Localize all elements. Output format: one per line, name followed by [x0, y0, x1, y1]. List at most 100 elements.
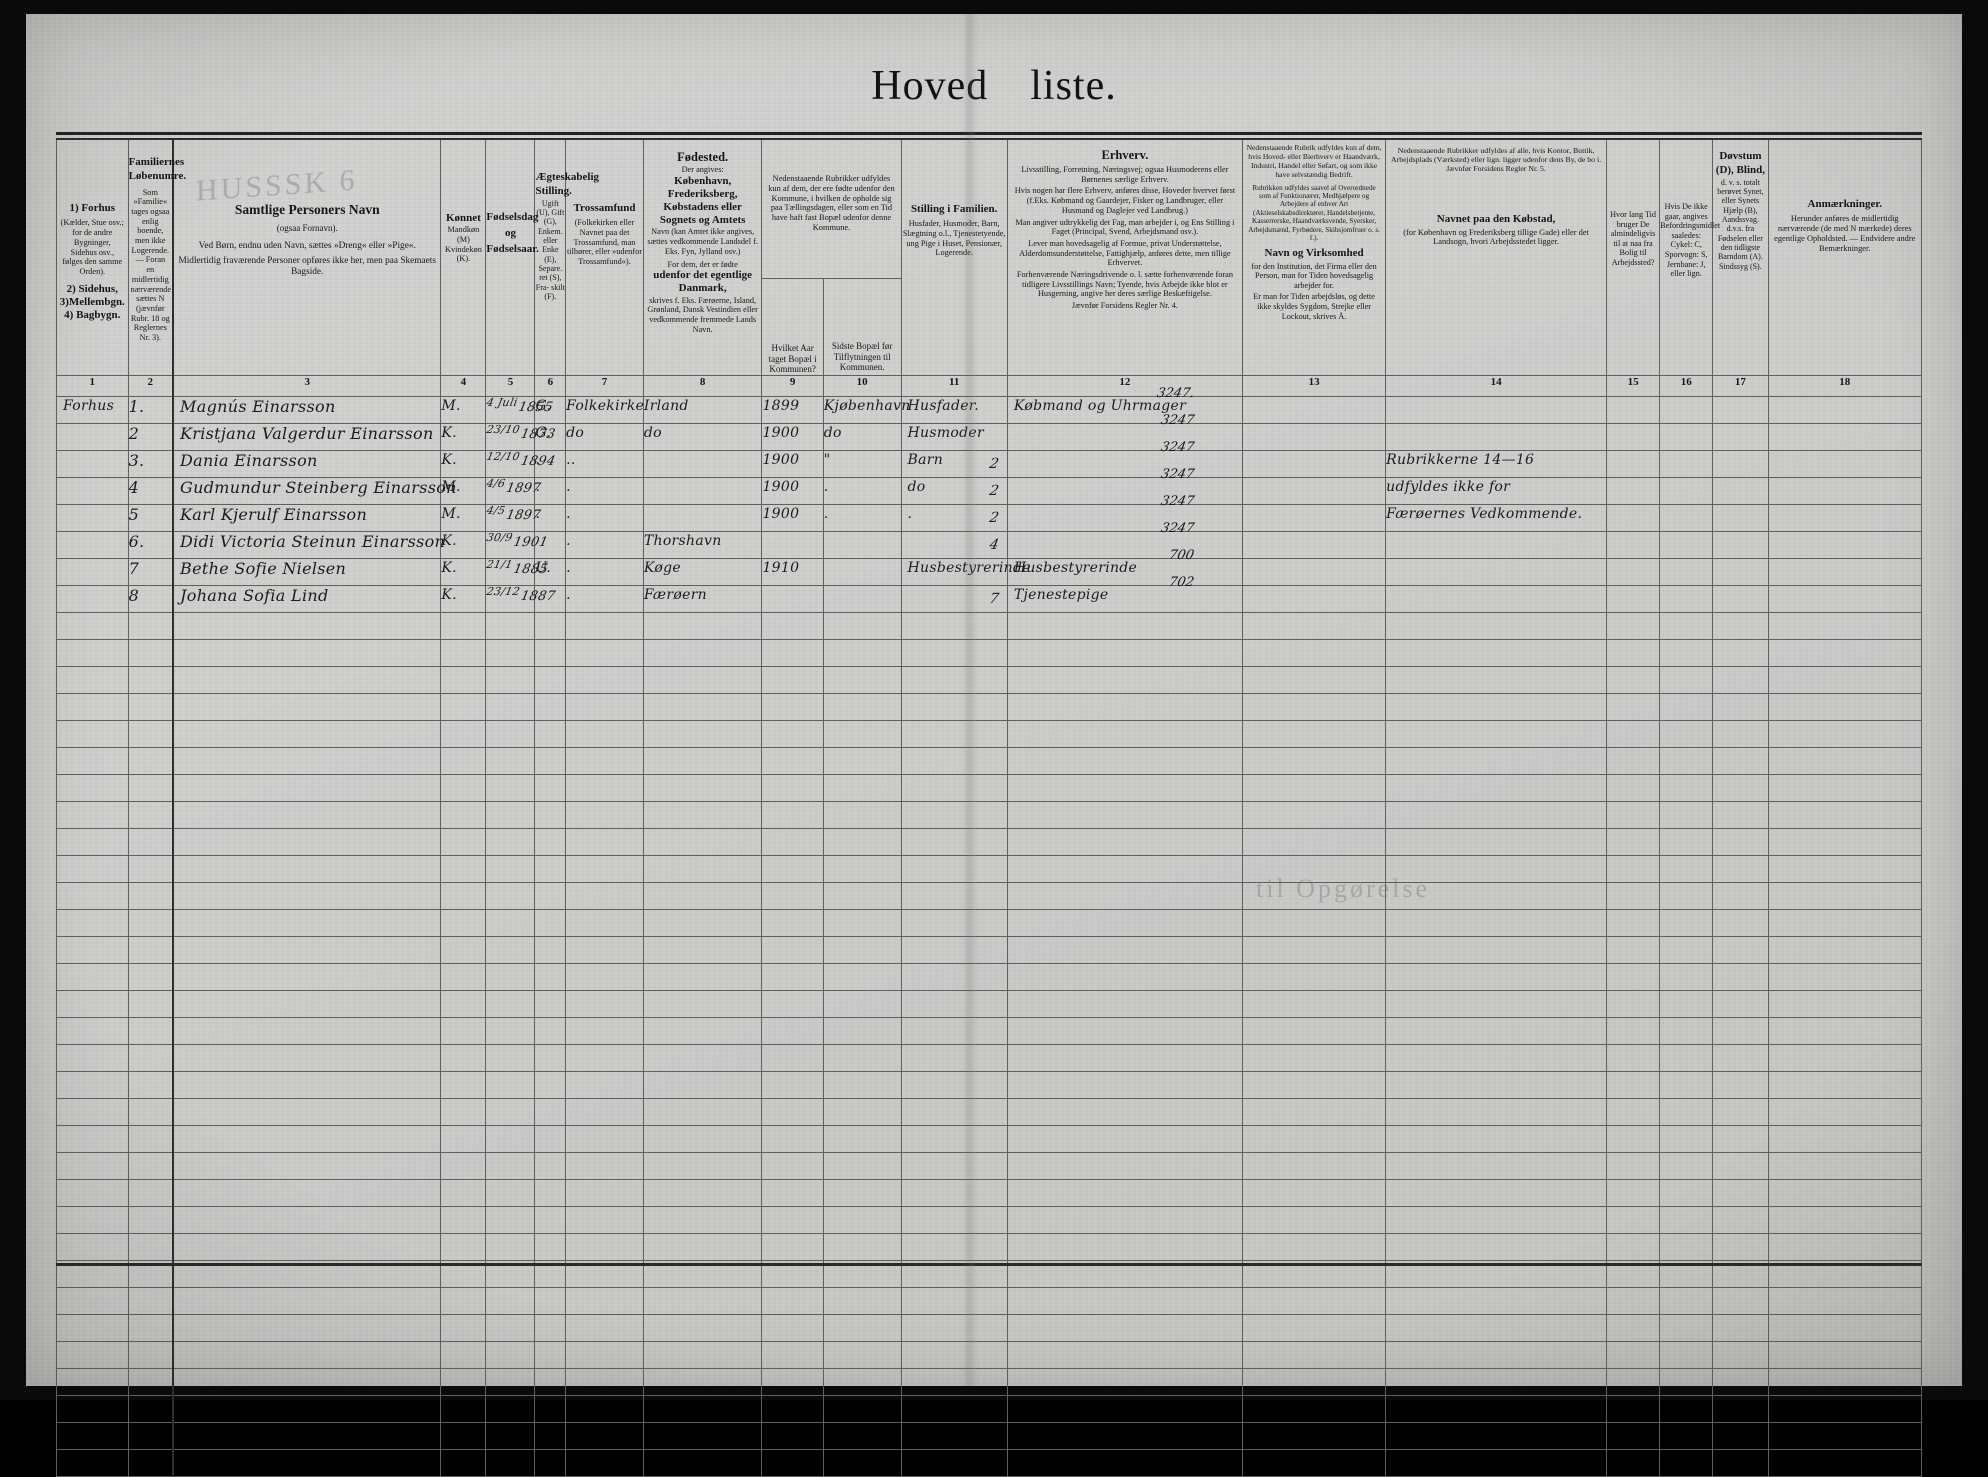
cell-empty[interactable]: [1659, 1097, 1714, 1126]
cell-empty[interactable]: [565, 800, 644, 829]
cell-empty[interactable]: [56, 1151, 129, 1180]
cell-workplace[interactable]: Færøernes Vedkommende.: [1385, 503, 1607, 532]
cell-empty[interactable]: [1659, 746, 1714, 775]
cell-empty[interactable]: [1659, 719, 1714, 748]
cell-last-residence[interactable]: .: [822, 476, 902, 505]
cell-employer[interactable]: [1241, 476, 1387, 505]
cell-forhus[interactable]: [56, 422, 129, 451]
cell-empty[interactable]: [1605, 1340, 1661, 1369]
cell-empty[interactable]: [172, 1043, 442, 1072]
cell-empty[interactable]: [1767, 854, 1922, 883]
cell-empty[interactable]: [534, 989, 567, 1018]
cell-commute-time[interactable]: [1605, 476, 1661, 505]
cell-empty[interactable]: [534, 1070, 567, 1099]
cell-empty[interactable]: [761, 1124, 824, 1153]
cell-empty[interactable]: [642, 719, 763, 748]
cell-last-residence[interactable]: [822, 530, 902, 559]
cell-empty[interactable]: [1241, 1097, 1387, 1126]
cell-empty[interactable]: [1605, 1205, 1661, 1234]
cell-empty[interactable]: [440, 1151, 487, 1180]
cell-empty[interactable]: [1241, 1232, 1387, 1261]
cell-empty[interactable]: [56, 638, 129, 667]
cell-empty[interactable]: [642, 1367, 763, 1396]
cell-birth-date[interactable]: 23/101873: [485, 422, 557, 451]
cell-empty[interactable]: [485, 638, 536, 667]
table-row-empty[interactable]: [56, 1313, 1922, 1342]
cell-empty[interactable]: [56, 962, 129, 991]
table-row-empty[interactable]: [56, 1448, 1922, 1477]
cell-empty[interactable]: [822, 989, 902, 1018]
cell-empty[interactable]: [1385, 854, 1607, 883]
cell-empty[interactable]: [1385, 800, 1607, 829]
cell-transport-mode[interactable]: [1659, 422, 1714, 451]
cell-empty[interactable]: [1241, 611, 1387, 640]
cell-empty[interactable]: [1385, 665, 1607, 694]
cell-empty[interactable]: [761, 1097, 824, 1126]
cell-empty[interactable]: [1712, 1313, 1769, 1342]
cell-remarks[interactable]: [1767, 395, 1922, 424]
cell-workplace[interactable]: Rubrikkerne 14—16: [1385, 449, 1607, 478]
cell-empty[interactable]: [1241, 746, 1387, 775]
cell-family-position[interactable]: Husbestyrerinde: [900, 557, 1031, 586]
cell-faith[interactable]: .: [565, 476, 644, 505]
table-row-empty[interactable]: [56, 611, 1922, 640]
cell-family-position[interactable]: do 2: [900, 476, 1008, 505]
table-row-empty[interactable]: [56, 1178, 1922, 1207]
cell-empty[interactable]: [440, 881, 487, 910]
cell-empty[interactable]: [900, 1340, 1008, 1369]
cell-empty[interactable]: [1659, 665, 1714, 694]
cell-empty[interactable]: [534, 800, 567, 829]
cell-empty[interactable]: [56, 1313, 129, 1342]
cell-disability[interactable]: [1712, 476, 1769, 505]
cell-empty[interactable]: [1605, 1043, 1661, 1072]
cell-empty[interactable]: [56, 746, 129, 775]
cell-empty[interactable]: [822, 827, 902, 856]
cell-forhus[interactable]: Forhus: [56, 395, 129, 424]
cell-empty[interactable]: [761, 1421, 824, 1450]
cell-empty[interactable]: [1659, 773, 1714, 802]
cell-remarks[interactable]: [1767, 449, 1922, 478]
cell-empty[interactable]: [642, 1151, 763, 1180]
cell-empty[interactable]: [1605, 1124, 1661, 1153]
cell-empty[interactable]: [565, 1151, 644, 1180]
cell-empty[interactable]: [534, 1097, 567, 1126]
cell-empty[interactable]: [1605, 1367, 1661, 1396]
cell-person-name[interactable]: Dania Einarsson: [172, 449, 442, 478]
cell-empty[interactable]: [642, 1070, 763, 1099]
cell-empty[interactable]: [1605, 611, 1661, 640]
cell-empty[interactable]: [565, 746, 644, 775]
cell-empty[interactable]: [1241, 773, 1387, 802]
cell-empty[interactable]: [172, 1016, 442, 1045]
cell-empty[interactable]: [172, 1313, 442, 1342]
cell-remarks[interactable]: [1767, 530, 1922, 559]
cell-empty[interactable]: [1659, 962, 1714, 991]
cell-forhus[interactable]: [56, 530, 129, 559]
cell-forhus[interactable]: [56, 476, 129, 505]
cell-empty[interactable]: [1605, 692, 1661, 721]
cell-empty[interactable]: [1767, 1286, 1922, 1315]
cell-empty[interactable]: [642, 1286, 763, 1315]
cell-empty[interactable]: [1385, 1286, 1607, 1315]
cell-empty[interactable]: [1006, 1421, 1244, 1450]
cell-faith[interactable]: .: [565, 584, 644, 613]
cell-empty[interactable]: [1767, 1232, 1922, 1261]
cell-commute-time[interactable]: [1605, 584, 1661, 613]
cell-family-number[interactable]: 5: [127, 503, 175, 532]
table-row-empty[interactable]: [56, 1151, 1922, 1180]
cell-empty[interactable]: [172, 1097, 442, 1126]
cell-empty[interactable]: [761, 854, 824, 883]
cell-empty[interactable]: [1605, 1421, 1661, 1450]
cell-empty[interactable]: [440, 773, 487, 802]
cell-empty[interactable]: [642, 1232, 763, 1261]
cell-empty[interactable]: [485, 908, 536, 937]
cell-empty[interactable]: [1241, 962, 1387, 991]
cell-empty[interactable]: [56, 719, 129, 748]
cell-employer[interactable]: [1241, 422, 1387, 451]
cell-empty[interactable]: [1767, 908, 1922, 937]
cell-occupation[interactable]: 700 Husbestyrerinde: [1006, 548, 1244, 586]
cell-empty[interactable]: [642, 692, 763, 721]
cell-empty[interactable]: [761, 1043, 824, 1072]
cell-empty[interactable]: [1659, 1124, 1714, 1153]
cell-empty[interactable]: [1385, 1205, 1607, 1234]
cell-empty[interactable]: [172, 989, 442, 1018]
